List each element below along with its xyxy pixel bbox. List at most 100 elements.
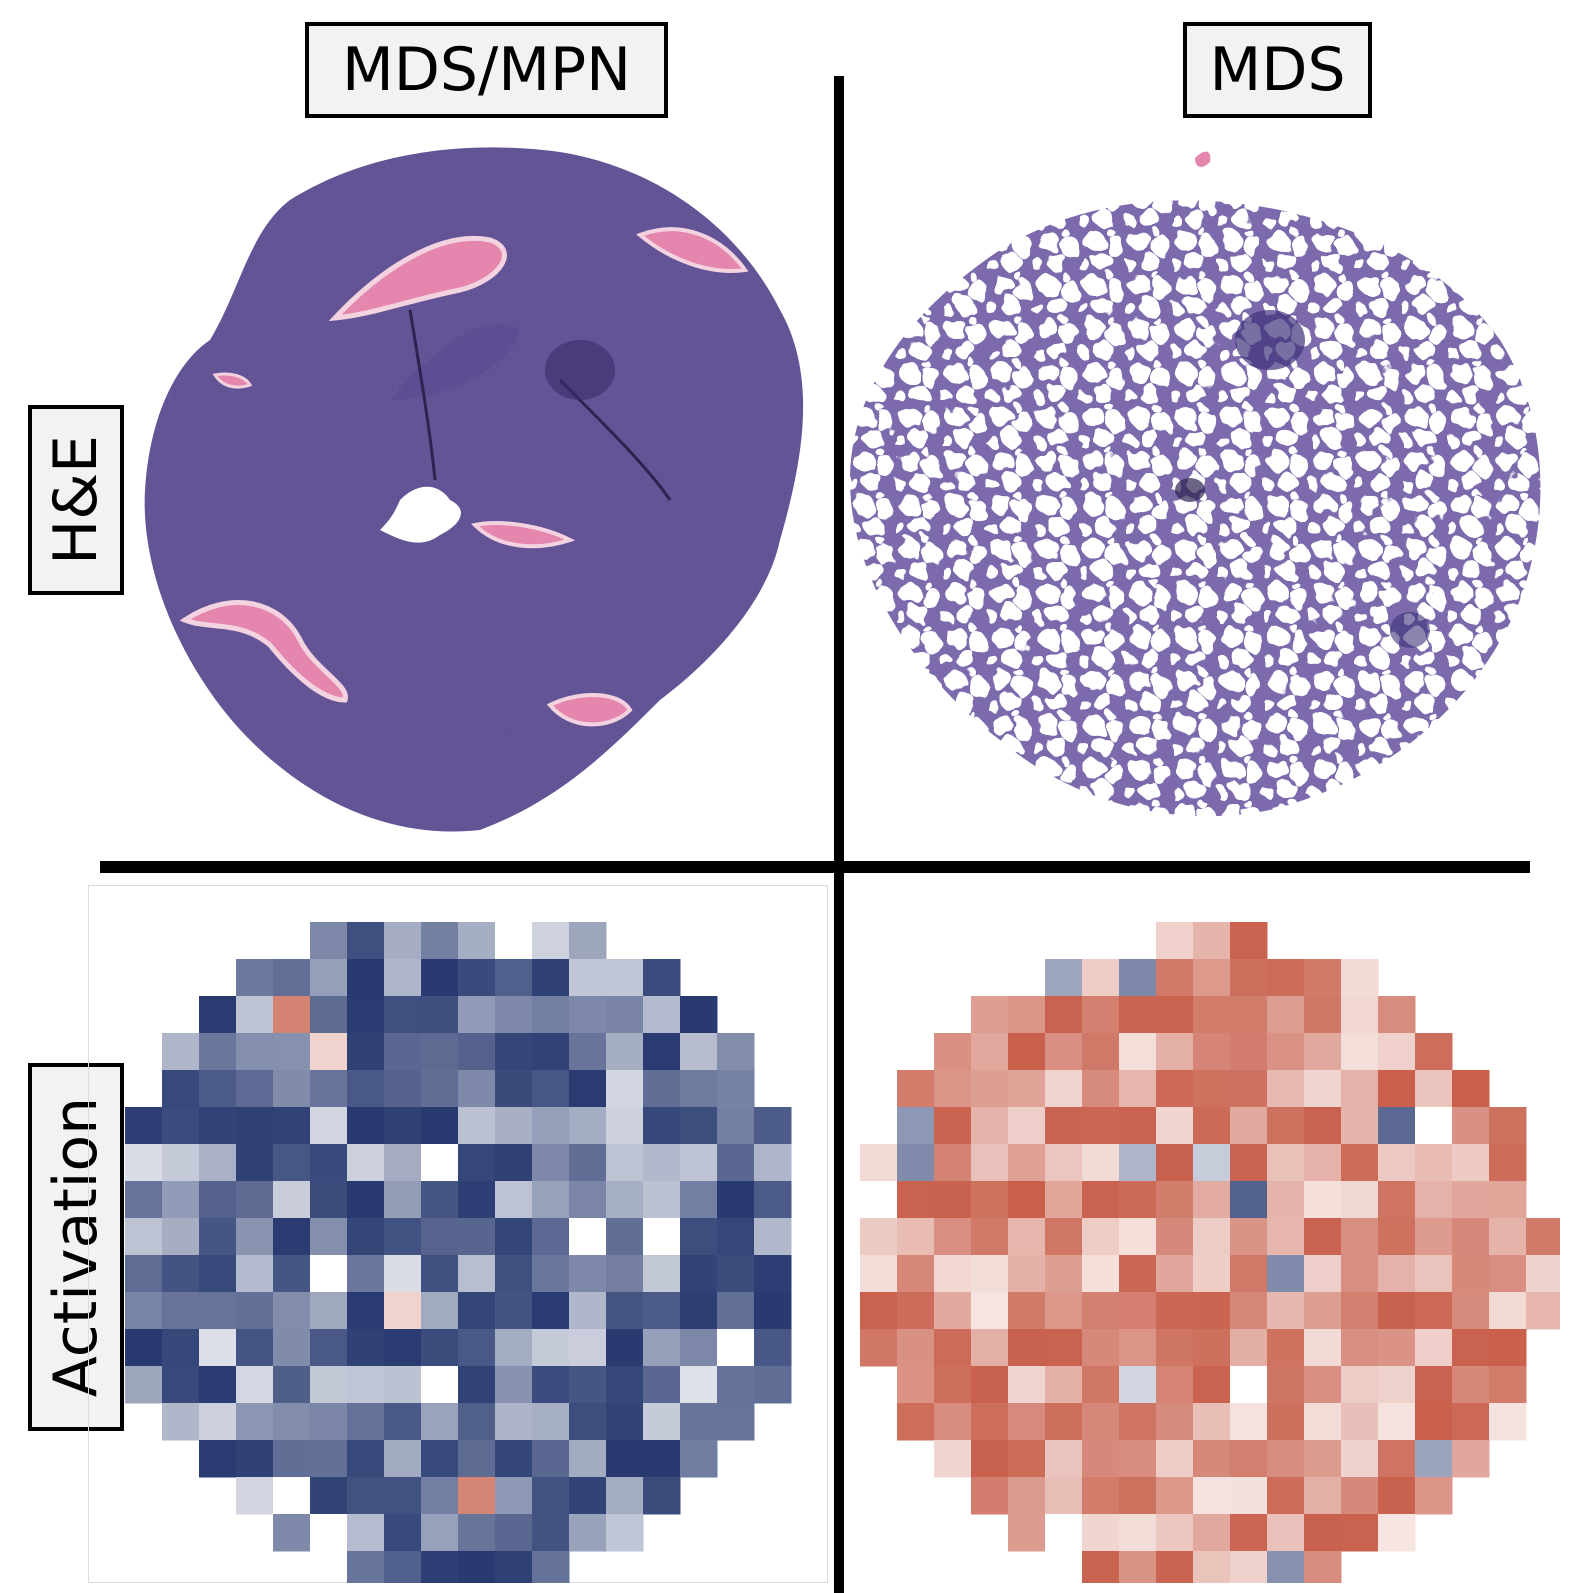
heatmap-cell — [125, 1218, 163, 1256]
heatmap-cell — [421, 1477, 459, 1515]
heatmap-cell — [310, 922, 348, 960]
heatmap-cell — [273, 1033, 311, 1071]
heatmap-cell — [1415, 1440, 1453, 1478]
heatmap-cell — [860, 1144, 898, 1182]
heatmap-cell — [1341, 1033, 1379, 1071]
heatmap-cell — [1008, 1403, 1046, 1441]
heatmap-cell — [458, 1440, 496, 1478]
heatmap-cell — [1378, 1070, 1416, 1108]
heatmap-cell — [495, 1144, 533, 1182]
heatmap-cell — [1193, 959, 1231, 997]
heatmap-cell — [532, 1292, 570, 1330]
heatmap-cell — [1415, 1218, 1453, 1256]
heatmap-cell — [934, 1403, 972, 1441]
heatmap-cell — [347, 959, 385, 997]
heatmap-cell — [1304, 959, 1342, 997]
heatmap-cell — [1304, 1033, 1342, 1071]
heatmap-cell — [421, 1255, 459, 1293]
heatmap-cell — [310, 1218, 348, 1256]
heatmap-cell — [1378, 1181, 1416, 1219]
heatmap-cell — [680, 1403, 718, 1441]
heatmap-cell — [1304, 1255, 1342, 1293]
activation-heatmap-mds-mpn — [125, 922, 792, 1583]
heatmap-cell — [1156, 1551, 1194, 1583]
heatmap-cell — [1193, 1033, 1231, 1071]
heatmap-cell — [971, 1292, 1009, 1330]
heatmap-cell — [421, 959, 459, 997]
heatmap-cell — [1230, 1440, 1268, 1478]
heatmap-cell — [1008, 1440, 1046, 1478]
heatmap-cell — [680, 1144, 718, 1182]
heatmap-cell — [1230, 1070, 1268, 1108]
heatmap-cell — [236, 1181, 274, 1219]
heatmap-cell — [1341, 1366, 1379, 1404]
heatmap-cell — [971, 1181, 1009, 1219]
heatmap-cell — [1230, 922, 1268, 960]
he-stain-mds-mpn-image — [144, 147, 804, 832]
heatmap-cell — [532, 1329, 570, 1367]
heatmap-cell — [1119, 1514, 1157, 1552]
heatmap-cell — [717, 1107, 755, 1145]
heatmap-cell — [199, 1440, 237, 1478]
heatmap-cell — [1082, 1366, 1120, 1404]
heatmap-cell — [680, 1181, 718, 1219]
heatmap-cell — [717, 1403, 755, 1441]
heatmap-cell — [532, 1144, 570, 1182]
heatmap-cell — [606, 1366, 644, 1404]
heatmap-cell — [1267, 1181, 1305, 1219]
heatmap-cell — [162, 1107, 200, 1145]
heatmap-cell — [1119, 1181, 1157, 1219]
heatmap-cell — [1230, 1366, 1268, 1404]
bone-fragment — [179, 600, 348, 703]
heatmap-cell — [458, 1181, 496, 1219]
heatmap-cell — [495, 1403, 533, 1441]
heatmap-cell — [310, 1514, 348, 1552]
heatmap-cell — [310, 1107, 348, 1145]
heatmap-cell — [1304, 996, 1342, 1034]
heatmap-cell — [421, 922, 459, 960]
heatmap-cell — [643, 1107, 681, 1145]
heatmap-cell — [1267, 1033, 1305, 1071]
heatmap-cell — [606, 1144, 644, 1182]
heatmap-cell — [1341, 1107, 1379, 1145]
heatmap-cell — [569, 1107, 607, 1145]
heatmap-cell — [1119, 1070, 1157, 1108]
bone-fragment — [470, 521, 576, 549]
heatmap-cell — [1193, 1514, 1231, 1552]
heatmap-cell — [273, 959, 311, 997]
heatmap-cell — [1119, 996, 1157, 1034]
heatmap-cell — [1304, 1551, 1342, 1583]
heatmap-cell — [680, 1218, 718, 1256]
heatmap-cell — [934, 1144, 972, 1182]
heatmap-cell — [1415, 1107, 1453, 1145]
bone-fragment — [636, 227, 749, 273]
heatmap-cell — [1230, 1329, 1268, 1367]
heatmap-cell — [310, 1181, 348, 1219]
heatmap-cell — [495, 1292, 533, 1330]
heatmap-cell — [347, 1070, 385, 1108]
heatmap-cell — [1304, 1292, 1342, 1330]
heatmap-cell — [754, 1181, 792, 1219]
heatmap-cell — [897, 1144, 935, 1182]
heatmap-cell — [458, 1514, 496, 1552]
heatmap-cell — [643, 1403, 681, 1441]
heatmap-cell — [421, 1070, 459, 1108]
heatmap-cell — [347, 1551, 385, 1583]
heatmap-cell — [1378, 1255, 1416, 1293]
heatmap-cell — [1378, 1329, 1416, 1367]
heatmap-cell — [1452, 1403, 1490, 1441]
heatmap-cell — [199, 1033, 237, 1071]
heatmap-cell — [606, 1181, 644, 1219]
heatmap-cell — [1082, 1070, 1120, 1108]
heatmap-cell — [1156, 1218, 1194, 1256]
heatmap-cell — [569, 1403, 607, 1441]
heatmap-cell — [569, 1144, 607, 1182]
heatmap-cell — [569, 1033, 607, 1071]
heatmap-cell — [1045, 1440, 1083, 1478]
heatmap-cell — [421, 1514, 459, 1552]
heatmap-cell — [495, 1477, 533, 1515]
heatmap-cell — [1082, 996, 1120, 1034]
heatmap-cell — [1008, 1033, 1046, 1071]
heatmap-cell — [754, 1144, 792, 1182]
heatmap-cell — [1082, 959, 1120, 997]
